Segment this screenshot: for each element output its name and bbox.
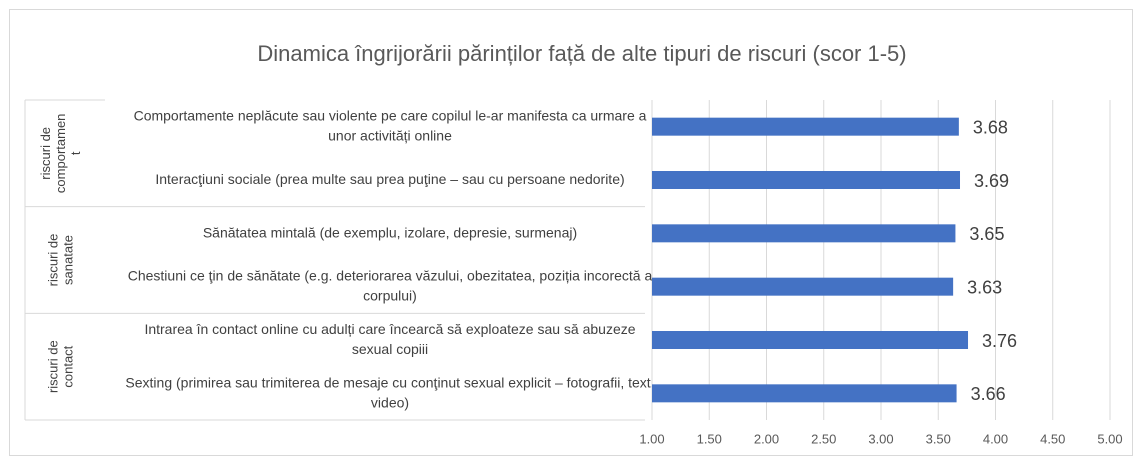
data-label: 3.66 bbox=[971, 384, 1006, 404]
x-tick-label: 1.00 bbox=[639, 431, 664, 446]
bar bbox=[652, 117, 959, 136]
chart-title: Dinamica îngrijorării părinților față de… bbox=[257, 41, 906, 66]
x-tick-label: 1.50 bbox=[697, 431, 722, 446]
x-tick-label: 3.00 bbox=[868, 431, 893, 446]
x-tick-label: 5.00 bbox=[1097, 431, 1122, 446]
group-label: riscuri decontact bbox=[46, 340, 76, 393]
bar bbox=[652, 331, 969, 349]
x-tick-label: 3.50 bbox=[926, 431, 951, 446]
category-label: Chestiuni ce ţin de sănătate (e.g. deter… bbox=[128, 267, 653, 303]
bar bbox=[652, 171, 961, 189]
group-label: riscuri decomportament bbox=[38, 114, 83, 193]
category-label: Intrarea în contact online cu adulți car… bbox=[144, 321, 635, 357]
data-label: 3.63 bbox=[967, 277, 1002, 297]
bar bbox=[652, 224, 956, 243]
category-label: Sănătatea mintală (de exemplu, izolare, … bbox=[203, 224, 577, 240]
category-label: Comportamente neplăcute sau violente pe … bbox=[134, 107, 647, 143]
x-tick-label: 4.50 bbox=[1040, 431, 1065, 446]
data-label: 3.69 bbox=[974, 171, 1009, 191]
group-label: riscuri desanatate bbox=[46, 234, 76, 287]
category-label: Sexting (primirea sau trimiterea de mesa… bbox=[125, 374, 654, 410]
bar bbox=[652, 277, 954, 296]
data-label: 3.68 bbox=[973, 117, 1008, 137]
category-label: Interacţiuni sociale (prea multe sau pre… bbox=[155, 171, 624, 187]
x-tick-label: 2.00 bbox=[754, 431, 779, 446]
data-label: 3.76 bbox=[982, 331, 1017, 351]
x-tick-label: 4.00 bbox=[983, 431, 1008, 446]
bar bbox=[652, 384, 957, 403]
x-tick-label: 2.50 bbox=[811, 431, 836, 446]
data-label: 3.65 bbox=[969, 224, 1004, 244]
